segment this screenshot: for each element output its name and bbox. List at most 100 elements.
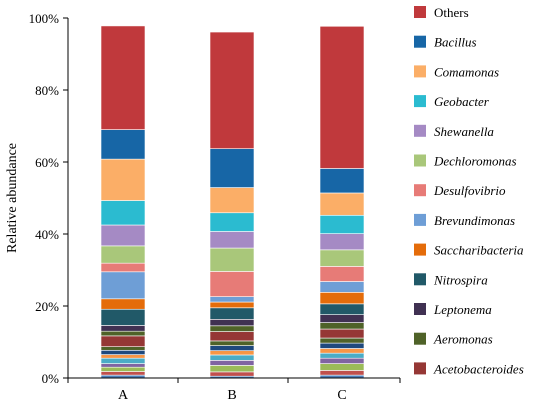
- legend-entry: Dechloromonas: [414, 154, 517, 169]
- bar-segment-c-5: [319, 348, 365, 354]
- bar-segment-b-7: [209, 340, 255, 346]
- legend-label: Shewanella: [434, 124, 494, 139]
- bar-segment-b-15: [209, 247, 255, 272]
- legend-entry: Nitrospira: [414, 272, 488, 287]
- y-tick-label: 0%: [42, 371, 60, 386]
- legend-label: Comamonas: [434, 64, 499, 79]
- bar-segment-a-17: [100, 200, 146, 226]
- y-tick-label: 60%: [35, 155, 59, 170]
- bar-segment-c-17: [319, 214, 365, 234]
- bar-segment-a-9: [100, 330, 146, 337]
- legend-swatch: [414, 6, 426, 18]
- bar-segment-a-7: [100, 346, 146, 351]
- legend-label: Desulfovibrio: [433, 183, 506, 198]
- legend-label: Bacillus: [434, 35, 477, 50]
- legend-entry: Bacillus: [414, 35, 477, 50]
- legend-label: Nitrospira: [433, 272, 488, 287]
- bar-segment-b-6: [209, 345, 255, 351]
- legend-swatch: [414, 213, 426, 226]
- legend-entry: Aeromonas: [414, 332, 493, 347]
- bar-segment-c-7: [319, 337, 365, 344]
- legend-entry: Others: [414, 5, 469, 20]
- bar-segment-b-14: [209, 271, 255, 297]
- legend-entry: Shewanella: [414, 124, 494, 139]
- bar-segment-a-1: [100, 371, 146, 376]
- x-category-label: A: [118, 388, 129, 403]
- bar-segment-b-12: [209, 301, 255, 309]
- bar-segment-c-2: [319, 363, 365, 371]
- bar-segment-b-8: [209, 331, 255, 342]
- bar-segment-c-9: [319, 322, 365, 330]
- legend-label: Acetobacteroides: [433, 361, 524, 376]
- bar-segment-a-10: [100, 325, 146, 332]
- legend-label: Leptonema: [433, 302, 492, 317]
- bar-segment-c-19: [319, 168, 365, 194]
- bar-segment-b-4: [209, 354, 255, 361]
- bar-segment-c-16: [319, 233, 365, 251]
- bar-segment-b-20: [209, 31, 255, 149]
- legend-entry: Saccharibacteria: [414, 243, 524, 258]
- legend-label: Aeromonas: [433, 332, 493, 347]
- y-tick-label: 40%: [35, 227, 59, 242]
- legend-label: Dechloromonas: [433, 154, 517, 169]
- bar-segment-c-3: [319, 357, 365, 364]
- bar-segment-b-5: [209, 350, 255, 356]
- legend-entry: Brevundimonas: [414, 213, 515, 228]
- y-tick-label: 100%: [29, 11, 60, 26]
- bar-segment-c-8: [319, 328, 365, 339]
- bar-segment-c-15: [319, 249, 365, 267]
- bar-segment-a-6: [100, 349, 146, 355]
- bar-segment-c-6: [319, 342, 365, 349]
- bar-segment-b-16: [209, 231, 255, 249]
- bar-segment-c-4: [319, 352, 365, 359]
- legend-entry: Geobacter: [414, 94, 490, 109]
- bar-segment-b-11: [209, 307, 255, 320]
- bar-segment-c-14: [319, 266, 365, 282]
- bar-segment-c-1: [319, 370, 365, 376]
- x-category-label: B: [227, 388, 236, 403]
- legend-label: Geobacter: [434, 94, 490, 109]
- bar-segment-c-18: [319, 192, 365, 216]
- legend-entry: Acetobacteroides: [414, 361, 524, 376]
- legend-swatch: [414, 303, 426, 315]
- bar-segment-a-20: [100, 25, 146, 130]
- legend-label: Saccharibacteria: [434, 243, 524, 258]
- legend-swatch: [414, 95, 426, 108]
- bar-segment-b-1: [209, 371, 255, 377]
- bar-segment-b-17: [209, 212, 255, 232]
- bar-segment-b-10: [209, 319, 255, 327]
- bar-segment-c-10: [319, 314, 365, 323]
- bar-segment-a-2: [100, 366, 146, 372]
- bar-segment-c-11: [319, 303, 365, 315]
- legend-swatch: [414, 332, 426, 345]
- bar-segment-b-13: [209, 296, 255, 303]
- bar-segment-b-19: [209, 148, 255, 188]
- bar-segment-a-4: [100, 357, 146, 364]
- legend-swatch: [414, 243, 426, 256]
- bar-segment-c-20: [319, 25, 365, 169]
- legend-label: Brevundimonas: [434, 213, 515, 228]
- bar-segment-a-15: [100, 245, 146, 264]
- bar-segment-a-3: [100, 363, 146, 368]
- legend-label: Others: [434, 5, 469, 20]
- y-tick-label: 20%: [35, 299, 59, 314]
- bar-segment-b-3: [209, 360, 255, 366]
- legend-swatch: [414, 124, 426, 137]
- bar-segment-a-12: [100, 298, 146, 310]
- bar-segment-c-13: [319, 281, 365, 293]
- bar-segment-c-12: [319, 292, 365, 305]
- bar-segment-b-18: [209, 187, 255, 214]
- legend-swatch: [414, 65, 426, 78]
- bar-segment-a-13: [100, 271, 146, 300]
- legend-entry: Comamonas: [414, 64, 499, 79]
- bar-segment-b-2: [209, 365, 255, 373]
- legend-swatch: [414, 35, 426, 48]
- legend-swatch: [414, 273, 426, 286]
- x-category-label: C: [337, 388, 346, 403]
- bar-segment-a-18: [100, 158, 146, 201]
- legend-swatch: [414, 362, 426, 375]
- y-tick-label: 80%: [35, 83, 59, 98]
- bar-segment-a-8: [100, 335, 146, 347]
- bar-segment-a-16: [100, 224, 146, 247]
